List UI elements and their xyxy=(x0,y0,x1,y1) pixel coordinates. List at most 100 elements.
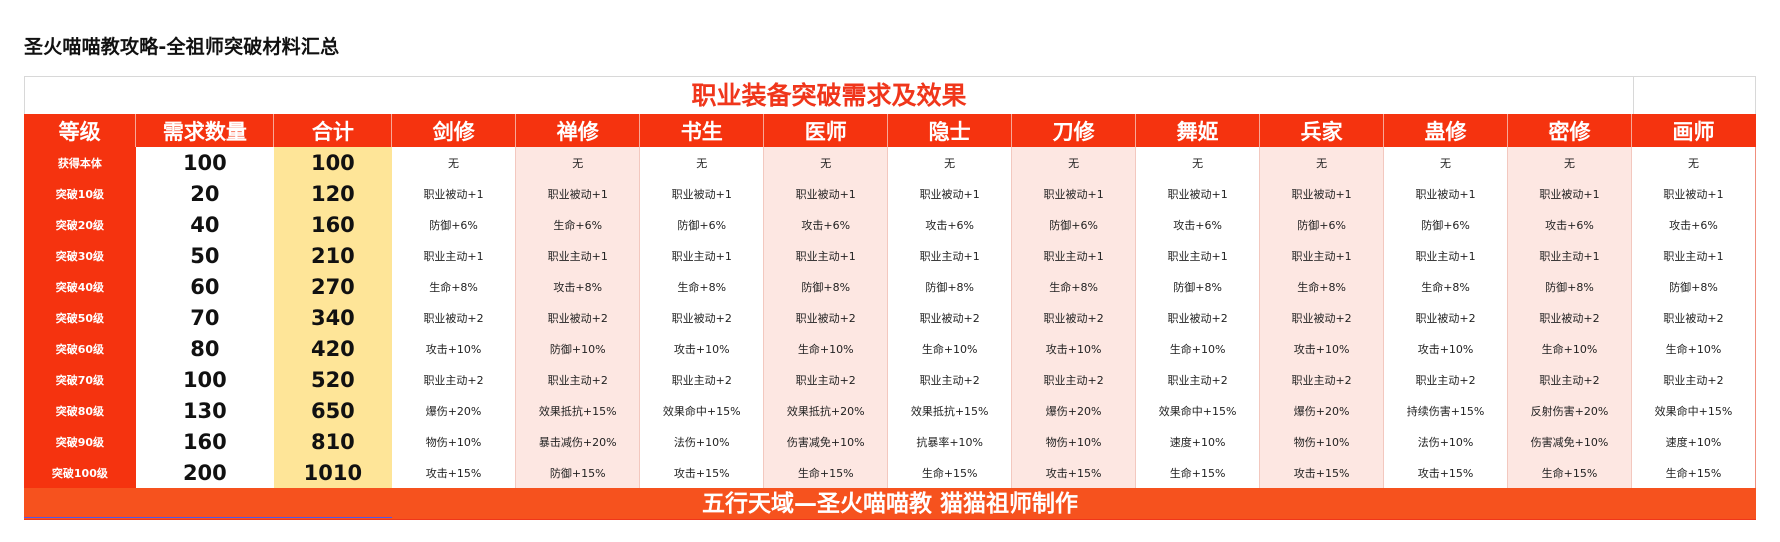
effect-cell: 生命+10% xyxy=(1631,333,1756,364)
effect-cell: 职业主动+2 xyxy=(391,364,517,395)
level-cell: 突破60级 xyxy=(24,333,136,364)
effect-cell: 无 xyxy=(1011,147,1137,178)
effect-cell: 职业主动+1 xyxy=(515,240,641,271)
effect-cell: 职业被动+1 xyxy=(1631,178,1756,209)
column-header: 密修 xyxy=(1507,114,1632,147)
effect-cell: 职业主动+1 xyxy=(391,240,517,271)
total-cell: 420 xyxy=(273,333,392,364)
effect-cell: 爆伤+20% xyxy=(391,395,517,426)
effect-cell: 爆伤+20% xyxy=(1011,395,1137,426)
effect-cell: 职业被动+1 xyxy=(515,178,641,209)
effect-cell: 职业被动+2 xyxy=(639,302,765,333)
effect-cell: 无 xyxy=(1631,147,1756,178)
effect-cell: 无 xyxy=(391,147,517,178)
effect-cell: 职业被动+2 xyxy=(1507,302,1632,333)
effect-cell: 职业主动+1 xyxy=(1135,240,1261,271)
quantity-cell: 100 xyxy=(135,364,274,395)
effect-cell: 职业被动+2 xyxy=(887,302,1013,333)
quantity-cell: 70 xyxy=(135,302,274,333)
footer-banner: 五行天域—圣火喵喵教 猫猫祖师制作 xyxy=(24,488,1756,520)
effect-cell: 攻击+15% xyxy=(1259,457,1385,488)
table-row: 突破30级 50 210 职业主动+1 职业主动+1 职业主动+1 职业主动+1 职业主动+1… xyxy=(24,240,1756,271)
effect-cell: 职业被动+2 xyxy=(1383,302,1509,333)
column-header: 书生 xyxy=(639,114,765,147)
effect-cell: 职业主动+1 xyxy=(763,240,889,271)
level-cell: 突破50级 xyxy=(24,302,136,333)
effect-cell: 职业被动+1 xyxy=(1135,178,1261,209)
effect-cell: 攻击+6% xyxy=(1507,209,1632,240)
effect-cell: 无 xyxy=(1135,147,1261,178)
effect-cell: 爆伤+20% xyxy=(1259,395,1385,426)
effect-cell: 职业主动+2 xyxy=(763,364,889,395)
effect-cell: 职业主动+1 xyxy=(887,240,1013,271)
effect-cell: 无 xyxy=(763,147,889,178)
effect-cell: 职业主动+1 xyxy=(1631,240,1756,271)
column-header: 医师 xyxy=(763,114,889,147)
effect-cell: 攻击+15% xyxy=(1011,457,1137,488)
effect-cell: 攻击+10% xyxy=(1259,333,1385,364)
effect-cell: 职业被动+1 xyxy=(763,178,889,209)
effect-cell: 效果抵抗+20% xyxy=(763,395,889,426)
total-cell: 100 xyxy=(273,147,392,178)
quantity-cell: 40 xyxy=(135,209,274,240)
quantity-cell: 20 xyxy=(135,178,274,209)
effect-cell: 职业主动+2 xyxy=(1631,364,1756,395)
effect-cell: 持续伤害+15% xyxy=(1383,395,1509,426)
effect-cell: 速度+10% xyxy=(1135,426,1261,457)
effect-cell: 生命+10% xyxy=(763,333,889,364)
level-cell: 获得本体 xyxy=(24,147,136,178)
effect-cell: 防御+8% xyxy=(763,271,889,302)
effect-cell: 职业主动+2 xyxy=(887,364,1013,395)
column-header: 剑修 xyxy=(391,114,517,147)
effect-cell: 攻击+15% xyxy=(1383,457,1509,488)
column-header: 需求数量 xyxy=(135,114,275,147)
total-cell: 210 xyxy=(273,240,392,271)
title-cell-divider xyxy=(1633,77,1634,114)
effect-cell: 职业主动+2 xyxy=(1383,364,1509,395)
effect-cell: 防御+6% xyxy=(1383,209,1509,240)
table-row: 突破100级 200 1010 攻击+15% 防御+15% 攻击+15% 生命+15% 生命+… xyxy=(24,457,1756,488)
effect-cell: 防御+8% xyxy=(1135,271,1261,302)
effect-cell: 攻击+15% xyxy=(639,457,765,488)
total-cell: 120 xyxy=(273,178,392,209)
effect-cell: 职业被动+1 xyxy=(1507,178,1632,209)
effect-cell: 物伤+10% xyxy=(1011,426,1137,457)
effect-cell: 职业主动+2 xyxy=(1135,364,1261,395)
effect-cell: 防御+8% xyxy=(1631,271,1756,302)
effect-cell: 无 xyxy=(887,147,1013,178)
effect-cell: 生命+15% xyxy=(763,457,889,488)
effect-cell: 效果命中+15% xyxy=(639,395,765,426)
total-cell: 650 xyxy=(273,395,392,426)
total-cell: 270 xyxy=(273,271,392,302)
effect-cell: 职业主动+2 xyxy=(1011,364,1137,395)
effect-cell: 防御+6% xyxy=(391,209,517,240)
level-cell: 突破80级 xyxy=(24,395,136,426)
effect-cell: 攻击+6% xyxy=(887,209,1013,240)
effect-cell: 效果抵抗+15% xyxy=(887,395,1013,426)
total-cell: 810 xyxy=(273,426,392,457)
column-header: 刀修 xyxy=(1011,114,1137,147)
effect-cell: 职业被动+2 xyxy=(1135,302,1261,333)
level-cell: 突破100级 xyxy=(24,457,136,488)
effect-cell: 职业被动+1 xyxy=(391,178,517,209)
table-row: 突破60级 80 420 攻击+10% 防御+10% 攻击+10% 生命+10% 生命+10%… xyxy=(24,333,1756,364)
table-row: 突破90级 160 810 物伤+10% 暴击减伤+20% 法伤+10% 伤害减免+10% 抗… xyxy=(24,426,1756,457)
level-cell: 突破70级 xyxy=(24,364,136,395)
effect-cell: 防御+15% xyxy=(515,457,641,488)
effect-cell: 速度+10% xyxy=(1631,426,1756,457)
effect-cell: 无 xyxy=(1507,147,1632,178)
column-header: 蛊修 xyxy=(1383,114,1509,147)
hyperlink-underline xyxy=(24,517,392,518)
effect-cell: 物伤+10% xyxy=(391,426,517,457)
effect-cell: 职业被动+1 xyxy=(887,178,1013,209)
effect-cell: 攻击+6% xyxy=(1631,209,1756,240)
total-cell: 160 xyxy=(273,209,392,240)
column-header: 舞姬 xyxy=(1135,114,1261,147)
effect-cell: 无 xyxy=(639,147,765,178)
effect-cell: 生命+10% xyxy=(1507,333,1632,364)
effect-cell: 职业主动+2 xyxy=(1259,364,1385,395)
total-cell: 1010 xyxy=(273,457,392,488)
effect-cell: 无 xyxy=(1383,147,1509,178)
effect-cell: 职业被动+2 xyxy=(391,302,517,333)
quantity-cell: 50 xyxy=(135,240,274,271)
